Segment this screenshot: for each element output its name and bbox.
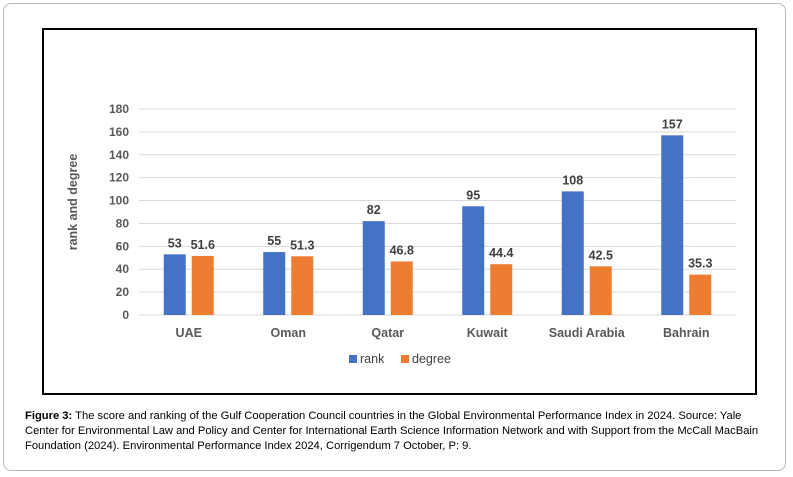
data-label: 51.6 [191,238,215,252]
y-tick-label: 160 [109,125,129,139]
data-label: 42.5 [589,248,613,262]
y-tick-label: 180 [109,102,129,116]
bar-rank [462,206,485,315]
data-label: 35.3 [688,257,712,271]
y-tick-label: 0 [122,308,129,322]
data-label: 95 [466,188,480,202]
bar-degree [191,255,214,315]
y-tick-label: 120 [109,171,129,185]
y-axis-label: rank and degree [66,154,80,251]
bar-degree [689,274,712,315]
y-tick-label: 140 [109,148,129,162]
y-tick-label: 60 [116,239,130,253]
x-tick-label: Qatar [371,326,404,340]
legend-swatch-rank [349,355,357,363]
x-tick-label: UAE [176,326,202,340]
data-label: 53 [168,236,182,250]
data-label: 157 [662,117,683,131]
data-label: 51.3 [290,238,314,252]
bar-rank [263,252,286,315]
bar-rank [362,221,385,315]
legend-label-rank: rank [360,352,385,366]
figure-caption: Figure 3: The score and ranking of the G… [25,409,775,454]
x-tick-label: Oman [271,326,306,340]
bar-degree [390,261,413,315]
data-label: 55 [267,234,281,248]
bar-chart: 0 20 40 60 80 100 120 140 160 180 rank and degree 5… [66,102,736,366]
legend-label-degree: degree [412,352,451,366]
y-tick-label: 100 [109,194,129,208]
data-label: 82 [367,203,381,217]
bar-rank [561,191,584,315]
x-tick-label: Bahrain [663,326,710,340]
y-tick-label: 40 [116,262,130,276]
legend-swatch-degree [401,355,409,363]
bar-rank [163,254,186,315]
caption-text: The score and ranking of the Gulf Cooper… [25,410,759,452]
x-tick-label: Kuwait [467,326,509,340]
y-tick-label: 20 [116,285,130,299]
bar-rank [661,135,684,315]
chart-frame: 0 20 40 60 80 100 120 140 160 180 rank and degree 5… [42,28,757,395]
bar-degree [291,256,314,315]
caption-label: Figure 3: [25,410,73,422]
x-tick-label: Saudi Arabia [549,326,626,340]
y-tick-label: 80 [116,216,130,230]
bar-degree [589,266,612,315]
data-label: 44.4 [489,246,513,260]
figure-card: 0 20 40 60 80 100 120 140 160 180 rank and degree 5… [3,3,786,471]
bar-degree [490,264,513,315]
data-label: 46.8 [390,243,414,257]
data-label: 108 [562,173,583,187]
